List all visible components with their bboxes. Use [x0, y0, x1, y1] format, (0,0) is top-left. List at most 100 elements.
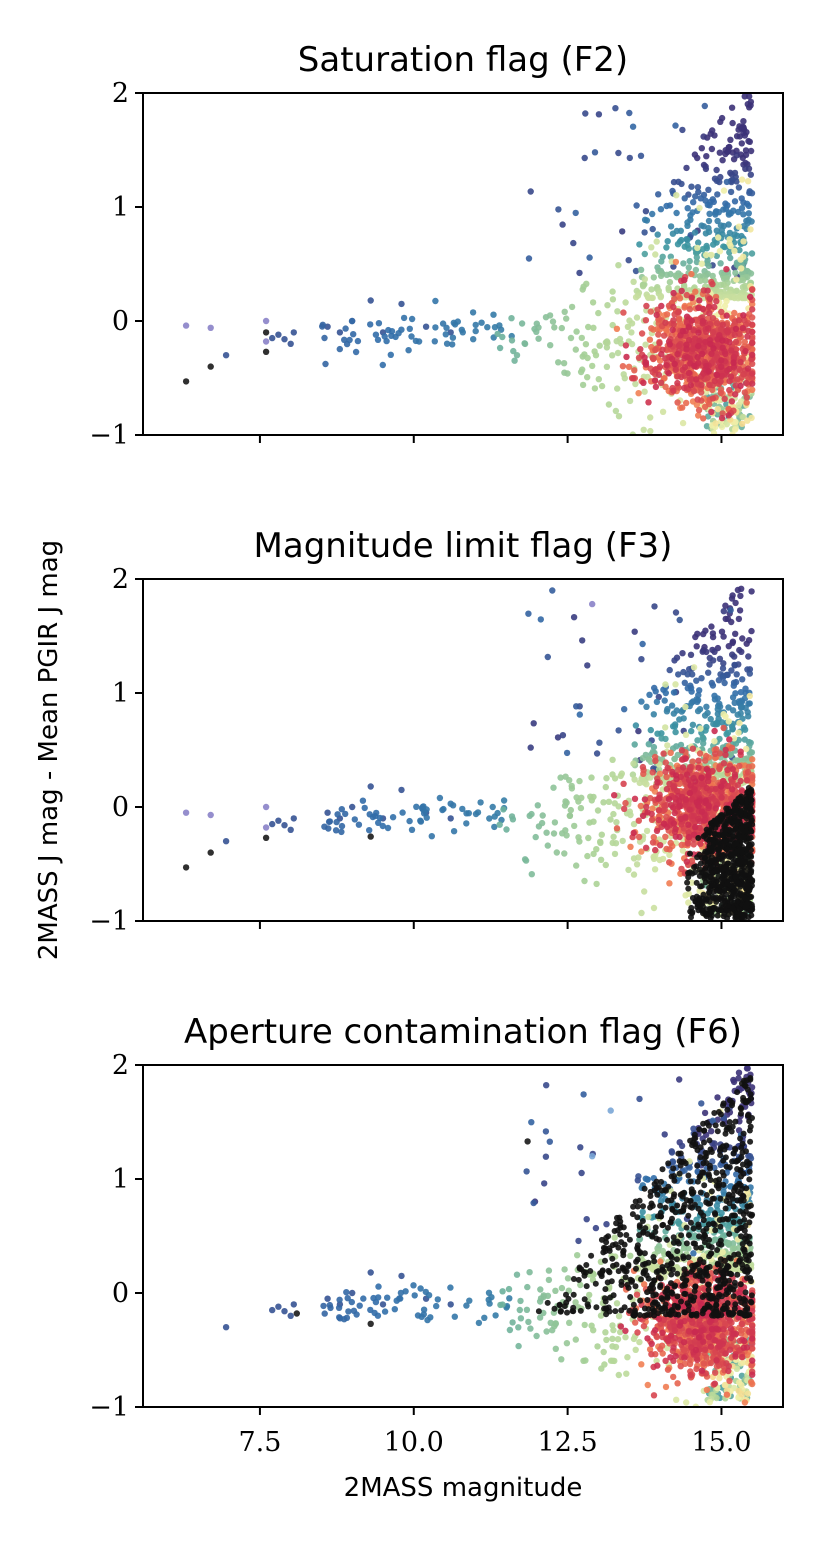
data-point [572, 346, 579, 353]
flagged-point [688, 904, 695, 911]
data-point [411, 1292, 418, 1299]
data-point [589, 362, 596, 370]
data-point [693, 799, 700, 806]
data-point [320, 1302, 327, 1310]
data-point [510, 347, 517, 355]
data-point [685, 899, 692, 906]
data-point [431, 338, 438, 345]
data-point [619, 837, 626, 845]
data-point [592, 1224, 600, 1232]
data-point [642, 341, 649, 348]
data-point [642, 844, 650, 851]
data-point [742, 347, 749, 355]
data-point [600, 1348, 607, 1356]
data-point [447, 1284, 454, 1291]
data-point [725, 211, 733, 218]
data-point [637, 346, 644, 353]
flagged-point [725, 911, 732, 918]
data-point [732, 325, 740, 333]
data-point [745, 327, 752, 334]
data-point [728, 795, 735, 802]
data-point [413, 803, 420, 810]
data-point [748, 190, 756, 197]
data-point [647, 726, 654, 734]
data-point [527, 188, 534, 195]
data-point [635, 854, 642, 861]
data-point [639, 1208, 646, 1216]
data-point [719, 344, 726, 351]
data-point [381, 1308, 389, 1315]
data-point [417, 818, 425, 825]
data-point [350, 331, 357, 338]
data-point [668, 702, 676, 709]
data-point [554, 734, 562, 741]
data-point [576, 269, 583, 277]
flagged-point [734, 888, 740, 895]
data-point [505, 1285, 513, 1293]
data-point [719, 157, 726, 164]
data-point [622, 299, 629, 306]
data-point [672, 825, 679, 833]
data-point [740, 253, 747, 260]
data-point [699, 317, 707, 325]
data-point [558, 1356, 565, 1363]
data-point [577, 1144, 584, 1151]
data-point [673, 274, 681, 281]
data-point [567, 806, 574, 814]
data-point [737, 592, 744, 600]
data-point [508, 337, 516, 344]
data-point [630, 375, 637, 382]
data-point [415, 338, 423, 345]
data-point [615, 413, 623, 420]
data-point [570, 614, 578, 621]
data-point [398, 786, 405, 794]
data-point [611, 775, 619, 782]
data-point [321, 1310, 328, 1317]
data-point [734, 711, 741, 718]
flagged-point [706, 877, 712, 884]
data-point [335, 1304, 343, 1312]
data-point [372, 331, 380, 338]
data-point [694, 737, 701, 744]
data-point [735, 208, 742, 216]
data-point [726, 386, 733, 394]
data-point [720, 724, 727, 732]
data-point [664, 238, 671, 245]
flagged-point [744, 883, 751, 890]
data-point [749, 321, 756, 328]
data-point [564, 1275, 572, 1282]
data-point [702, 338, 709, 346]
data-point [737, 398, 745, 405]
faint-flagged-point [262, 824, 270, 831]
data-point [338, 806, 345, 813]
data-point [663, 785, 671, 793]
data-point [676, 1076, 683, 1083]
data-point [287, 1312, 294, 1320]
data-point [594, 1343, 601, 1350]
data-point [716, 655, 724, 662]
data-point [694, 707, 702, 715]
data-point [650, 711, 657, 718]
data-point [528, 871, 535, 878]
data-point [714, 1094, 721, 1101]
data-point [681, 195, 688, 202]
data-point [636, 241, 643, 248]
data-point [617, 340, 625, 347]
data-point [722, 746, 729, 754]
data-point [683, 771, 691, 778]
data-point [747, 171, 754, 178]
flagged-point [730, 833, 737, 840]
data-point [563, 799, 570, 806]
data-point [738, 648, 745, 655]
data-point [625, 866, 632, 874]
data-point [543, 829, 550, 836]
y-axis-label: 2MASS J mag - Mean PGIR J mag [34, 540, 64, 960]
data-point [590, 324, 597, 331]
data-point [572, 1336, 579, 1343]
data-point [466, 1297, 473, 1304]
data-point [676, 716, 683, 723]
data-point [735, 1075, 742, 1082]
data-point [621, 805, 628, 812]
data-point [613, 819, 620, 826]
flagged-point [746, 821, 753, 828]
